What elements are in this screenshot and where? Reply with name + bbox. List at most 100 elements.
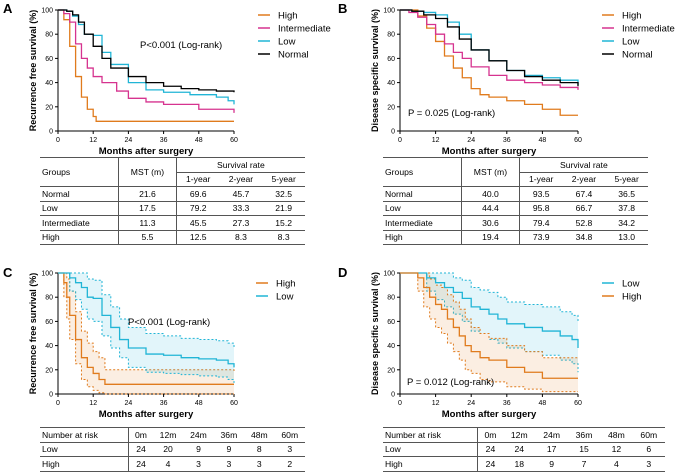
table-cell: 4 <box>600 456 633 472</box>
table-cell: 3 <box>244 456 275 472</box>
table-row: Intermediate 11.3 45.5 27.3 15.2 <box>40 215 305 231</box>
table-cell: 7 <box>567 456 601 472</box>
table-cell: 11.3 <box>118 215 177 231</box>
y-tick-label: 20 <box>387 367 395 374</box>
x-tick-label: 24 <box>125 400 133 407</box>
table-header-mst: MST (m) <box>461 157 520 187</box>
table-cell: 15 <box>567 441 601 457</box>
y-tick-label: 60 <box>387 56 395 63</box>
table-row: High 19.4 73.9 34.8 13.0 <box>383 229 648 245</box>
series-line-normal <box>58 9 235 93</box>
table-cell: 2 <box>274 456 305 472</box>
y-tick-label: 0 <box>49 129 53 136</box>
table-header-survival-rate: Survival rate <box>518 157 648 173</box>
ci-lower-high <box>58 272 234 395</box>
series-line-high <box>400 9 578 116</box>
confidence-band-high <box>58 273 234 394</box>
y-tick-label: 80 <box>387 295 395 302</box>
x-tick-label: 24 <box>125 137 133 144</box>
table-row: High 5.5 12.5 8.3 8.3 <box>40 229 305 245</box>
panel-label-d: D <box>338 265 347 280</box>
survival-table-b: Groups MST (m) Survival rate 1-year 2-ye… <box>383 157 648 245</box>
legend-label: High <box>276 279 296 290</box>
table-header-2-year: 2-year <box>562 171 606 187</box>
y-tick-label: 80 <box>45 32 53 39</box>
table-header-mst: MST (m) <box>118 157 177 187</box>
ci-lower-high <box>400 272 578 393</box>
x-tick-label: 0 <box>398 137 402 144</box>
series-line-high <box>58 272 234 385</box>
series-line-high <box>400 272 578 379</box>
x-tick-label: 0 <box>56 137 60 144</box>
table-cell: Intermediate <box>40 215 119 231</box>
table-cell: 27.3 <box>219 215 263 231</box>
table-header-cell: 12m <box>152 427 184 443</box>
series-line-high <box>58 9 234 122</box>
x-tick-label: 24 <box>467 137 475 144</box>
table-row: Low 44.4 95.8 66.7 37.8 <box>383 200 648 216</box>
y-tick-label: 20 <box>387 104 395 111</box>
table-header-2-year: 2-year <box>219 171 263 187</box>
y-tick-label: 40 <box>387 343 395 350</box>
table-cell: 3 <box>274 441 305 457</box>
plot-d: 0 12 24 36 48 60 0 20 40 60 80 100 Months after surg… <box>370 271 642 421</box>
table-row: Normal 21.6 69.6 45.7 32.5 <box>40 186 305 202</box>
table-cell: 4 <box>152 456 184 472</box>
table-row: High 24 4 3 3 3 2 <box>40 456 305 472</box>
table-cell: 79.2 <box>175 200 220 216</box>
ci-upper-low <box>58 272 235 349</box>
table-row: Low 24 20 9 9 8 3 <box>40 441 305 457</box>
table-cell: 8 <box>244 441 275 457</box>
table-row: Normal 40.0 93.5 67.4 36.5 <box>383 186 648 202</box>
plot-a: 0 12 24 36 48 60 0 20 40 60 80 100 Months after surg… <box>28 8 331 158</box>
ci-upper-low <box>400 272 579 322</box>
table-cell: 8.3 <box>219 229 263 245</box>
x-tick-label: 0 <box>56 400 60 407</box>
table-header-cell: 24m <box>535 427 568 443</box>
table-cell: 69.6 <box>175 186 220 202</box>
table-cell: 93.5 <box>518 186 563 202</box>
panel-label-a: A <box>3 1 13 16</box>
table-cell: Intermediate <box>383 215 462 231</box>
survival-table-a: Groups MST (m) Survival rate 1-year 2-ye… <box>40 157 305 245</box>
table-cell: 9 <box>213 441 245 457</box>
table-cell: 21.6 <box>118 186 177 202</box>
table-cell: 34.8 <box>562 229 606 245</box>
table-cell: 67.4 <box>562 186 606 202</box>
table-row: High 24 18 9 7 4 3 <box>383 456 665 472</box>
risk-table-c: Number at risk 0m 12m 24m 36m 48m 60m Lo… <box>40 427 305 472</box>
table-cell: Low <box>383 200 462 216</box>
table-cell: 24 <box>128 441 153 457</box>
x-tick-label: 60 <box>574 137 582 144</box>
legend-label: Intermediate <box>278 24 331 35</box>
ci-upper-high <box>400 272 578 359</box>
table-cell: 5.5 <box>118 229 177 245</box>
table-cell: 95.8 <box>518 200 563 216</box>
table-header-1-year: 1-year <box>175 171 220 187</box>
table-cell: High <box>383 456 478 472</box>
table-cell: 15.2 <box>262 215 305 231</box>
table-header-survival-rate: Survival rate <box>175 157 305 173</box>
y-tick-label: 80 <box>45 295 53 302</box>
y-axis-title: Disease specific survival (%) <box>370 272 380 395</box>
x-axis-title: Months after surgery <box>99 146 194 157</box>
table-cell: 24 <box>503 441 536 457</box>
table-cell: 12 <box>600 441 633 457</box>
y-tick-label: 40 <box>45 343 53 350</box>
table-header-cell: 24m <box>183 427 214 443</box>
x-axis-title: Months after surgery <box>99 409 194 420</box>
x-tick-label: 36 <box>160 137 168 144</box>
y-axis-title: Recurrence free survival (%) <box>28 10 38 132</box>
table-cell: 24 <box>476 441 504 457</box>
x-axis-title: Months after surgery <box>442 409 537 420</box>
x-axis-title: Months after surgery <box>442 146 537 157</box>
y-tick-label: 0 <box>391 392 395 399</box>
x-tick-label: 24 <box>467 400 475 407</box>
table-header-cell: 48m <box>600 427 633 443</box>
x-tick-label: 60 <box>230 400 238 407</box>
y-tick-label: 100 <box>383 271 395 278</box>
x-tick-label: 48 <box>195 400 203 407</box>
table-cell: 33.3 <box>219 200 263 216</box>
y-tick-label: 100 <box>41 271 53 278</box>
